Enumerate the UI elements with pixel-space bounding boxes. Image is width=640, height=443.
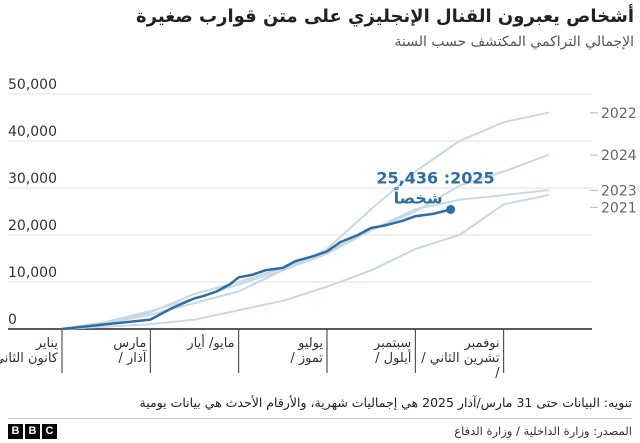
bbc-logo-letter: B	[25, 424, 40, 439]
chart-subtitle: الإجمالي التراكمي المكتشف حسب السنة	[394, 34, 635, 50]
y-axis-ticks: 0 10,000 20,000 30,000 40,000 50,000	[8, 77, 57, 328]
x-tick-label: / آذار	[119, 349, 148, 366]
chart-title: أشخاص يعبرون القنال الإنجليزي على متن قو…	[136, 6, 634, 27]
annotation-unit: شخصاً	[393, 186, 442, 208]
gridlines	[8, 93, 592, 330]
x-tick-label: /	[495, 366, 500, 381]
annotation-value: 25,436 :2025	[376, 168, 494, 187]
x-tick-label: / تشرين الثاني	[421, 351, 500, 366]
series-line-2023	[61, 189, 549, 330]
x-tick-label: مايو/ أيار	[186, 334, 234, 351]
y-tick-label: 40,000	[8, 124, 57, 140]
series-endpoint-2025	[446, 204, 456, 214]
series-line-2025	[60, 208, 452, 331]
series-line-2022	[61, 111, 549, 330]
footnote: تنويه: البيانات حتى 31 مارس/آذار 2025 هي…	[139, 395, 633, 410]
x-tick-label: نوفمبر	[463, 336, 499, 351]
y-tick-label: 30,000	[8, 171, 57, 187]
bbc-logo-letter: C	[42, 424, 57, 439]
series-line-2021	[61, 194, 549, 330]
x-tick-label: يناير	[35, 336, 59, 351]
x-tick-label: / كانون الثاني	[0, 351, 59, 366]
y-tick-label: 50,000	[8, 77, 57, 93]
series-label-2022: 2022	[601, 106, 637, 122]
bbc-logo-letter: B	[8, 424, 23, 439]
x-tick-label: يوليو	[297, 336, 323, 351]
bbc-logo: B B C	[8, 424, 57, 439]
x-tick-label: مارس	[113, 336, 146, 351]
y-tick-label: 0	[8, 312, 17, 328]
series-label-2023: 2023	[601, 183, 637, 199]
x-axis-ticks: يناير/ كانون الثاني مارس/ آذار مايو/ أيار ي…	[0, 329, 505, 381]
footer-divider	[8, 418, 632, 419]
line-chart: 0 10,000 20,000 30,000 40,000 50,000 يناير/ ك…	[0, 77, 637, 381]
series-lines	[60, 111, 549, 331]
series-label-2024: 2024	[601, 148, 637, 164]
source-note: المصدر: وزارة الداخلية / وزارة الدفاع	[454, 424, 632, 438]
x-tick-label: / تموز	[290, 351, 323, 366]
y-tick-label: 20,000	[8, 218, 57, 234]
x-tick-label: / أيلول	[375, 349, 411, 366]
series-label-2021: 2021	[601, 200, 637, 216]
x-tick-label: سبتمبر	[373, 336, 411, 351]
y-tick-label: 10,000	[8, 265, 57, 281]
